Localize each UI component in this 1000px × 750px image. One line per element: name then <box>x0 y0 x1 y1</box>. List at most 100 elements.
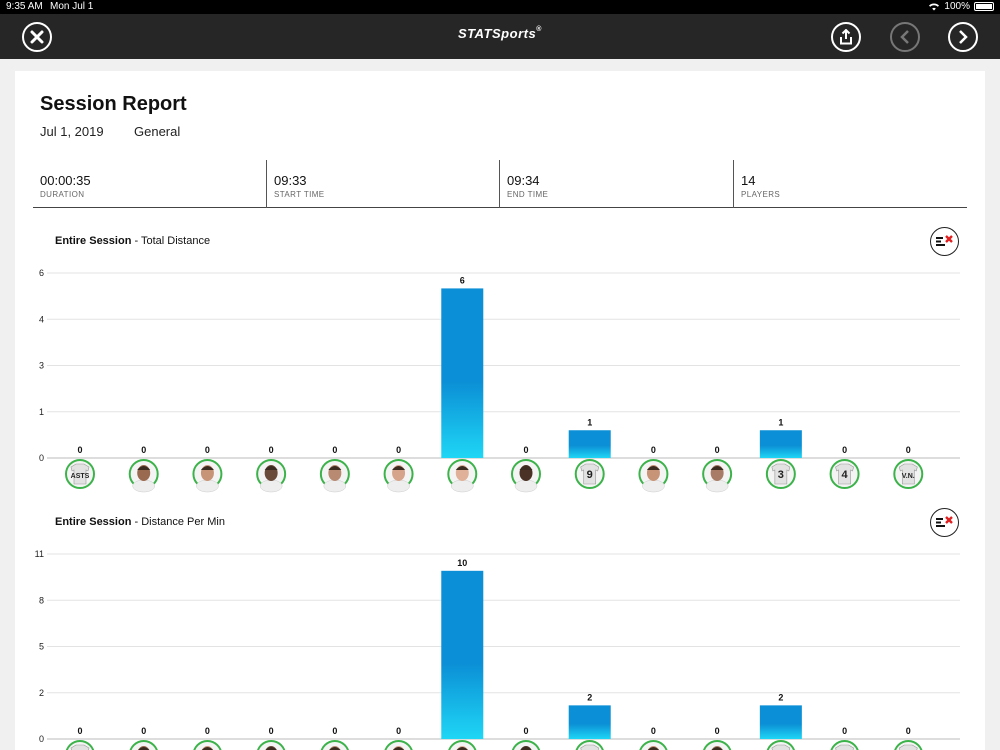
avatar-hair <box>200 466 214 470</box>
stat-start-time: 09:33 START TIME <box>266 160 499 208</box>
shirt-text: ASTS <box>71 473 90 480</box>
chevron-left-icon <box>900 30 909 44</box>
data-label: 0 <box>523 445 528 455</box>
stat-value: 14 <box>741 173 756 188</box>
data-label: 0 <box>332 726 337 736</box>
sort-button[interactable] <box>930 227 959 256</box>
next-button[interactable] <box>948 22 978 52</box>
chart-title-metric: - Total Distance <box>131 235 211 247</box>
avatar-hair <box>137 466 151 470</box>
stat-label: PLAYERS <box>741 190 781 199</box>
stat-duration: 00:00:35 DURATION <box>33 160 266 208</box>
avatar-shoulders <box>642 479 665 493</box>
stat-end-time: 09:34 END TIME <box>499 160 733 208</box>
player-avatar: ASTS <box>65 459 95 489</box>
shirt-icon <box>580 463 600 485</box>
data-label: 0 <box>906 445 911 455</box>
avatar-hair <box>711 747 723 750</box>
page-title: Session Report <box>40 93 187 115</box>
player-avatar <box>192 459 223 493</box>
session-stats: 00:00:35 DURATION 09:33 START TIME 09:34… <box>33 160 967 208</box>
sort-icon <box>936 516 953 527</box>
close-icon <box>30 30 44 44</box>
data-label: 0 <box>205 445 210 455</box>
y-tick-label: 0 <box>39 453 44 463</box>
stat-players: 14 PLAYERS <box>733 160 967 208</box>
close-button[interactable] <box>22 22 52 52</box>
avatar-ring <box>384 740 413 750</box>
data-label: 0 <box>141 445 146 455</box>
bar <box>759 705 802 739</box>
stat-value: 09:34 <box>507 173 540 188</box>
data-label: 0 <box>842 726 847 736</box>
wifi-icon <box>929 3 940 11</box>
status-time: 9:35 AM <box>6 1 43 12</box>
player-avatar <box>320 740 349 750</box>
shirt-icon <box>70 744 90 750</box>
player-avatar: ASTS <box>65 740 95 750</box>
bar-chart: 11 8 5 2 0 0 ASTS 0 0 0 0 0 10 0 2 9 0 0 2 3 0 4 0 V.N. <box>35 549 960 750</box>
bar <box>568 705 611 739</box>
sort-icon <box>936 235 953 246</box>
shirt-text: 3 <box>778 469 784 481</box>
data-label: 0 <box>396 445 401 455</box>
player-avatar <box>511 459 541 493</box>
player-avatar <box>319 459 350 493</box>
avatar-shoulders <box>323 479 347 493</box>
shirt-text: V.N. <box>902 473 915 480</box>
player-avatar: 9 <box>574 459 605 489</box>
player-avatar: 4 <box>829 459 860 489</box>
avatar-hair <box>710 466 724 470</box>
player-avatar: 3 <box>766 740 795 750</box>
avatar-shoulders <box>514 479 538 493</box>
status-right: 100% <box>928 1 994 12</box>
shirt-icon <box>898 744 918 750</box>
data-label: 0 <box>332 445 337 455</box>
stat-label: END TIME <box>507 190 549 199</box>
share-button[interactable] <box>831 22 861 52</box>
stat-value: 09:33 <box>274 173 307 188</box>
sort-button[interactable] <box>930 508 959 537</box>
avatar-ring <box>448 740 477 750</box>
avatar-hair <box>201 747 214 750</box>
status-bar: 9:35 AM Mon Jul 1 100% <box>0 0 1000 14</box>
data-label: 0 <box>269 445 274 455</box>
stat-label: START TIME <box>274 190 325 199</box>
chart-total-distance: 6 4 3 1 0 0 ASTS 0 0 0 0 0 6 0 1 9 0 0 1 3 0 4 0 V.N. <box>30 262 970 494</box>
shirt-text: 9 <box>587 469 593 481</box>
player-avatar: 3 <box>765 459 796 489</box>
avatar-shoulders <box>132 479 155 493</box>
avatar-hair <box>392 747 405 750</box>
session-type: General <box>134 124 181 139</box>
player-avatar <box>193 740 222 750</box>
chevron-right-icon <box>959 30 968 44</box>
avatar-shoulders <box>451 479 474 493</box>
data-label: 0 <box>77 726 82 736</box>
avatar-hair <box>520 747 532 750</box>
player-avatar: V.N. <box>893 459 924 489</box>
avatar-hair <box>138 747 150 750</box>
data-label: 0 <box>651 726 656 736</box>
data-label: 1 <box>587 417 592 427</box>
data-label: 10 <box>457 558 467 568</box>
shirt-icon <box>580 744 600 750</box>
avatar-ring <box>703 740 732 750</box>
session-date: Jul 1, 2019 <box>40 124 104 139</box>
data-label: 2 <box>587 692 592 702</box>
avatar-hair <box>328 466 342 470</box>
data-label: 2 <box>778 692 783 702</box>
shirt-icon <box>771 744 791 750</box>
avatar-shoulders <box>705 479 729 493</box>
previous-button[interactable] <box>890 22 920 52</box>
data-label: 0 <box>842 445 847 455</box>
data-label: 1 <box>778 417 783 427</box>
player-avatar <box>639 740 668 750</box>
player-avatar <box>448 740 477 750</box>
bar <box>441 570 484 739</box>
avatar-shoulders <box>259 479 283 493</box>
avatar-hair <box>392 466 406 470</box>
data-label: 0 <box>715 445 720 455</box>
data-label: 0 <box>396 726 401 736</box>
logo-text: STATSports <box>458 26 537 41</box>
data-label: 0 <box>651 445 656 455</box>
